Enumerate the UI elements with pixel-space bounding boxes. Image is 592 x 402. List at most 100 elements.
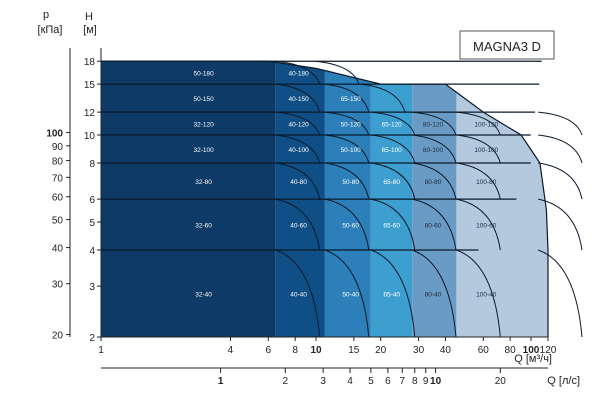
pump-curve-80-120	[456, 111, 501, 136]
pump-curve-80-60	[456, 198, 501, 251]
y-right-label-unit: [м]	[83, 24, 97, 36]
model-label-80-80: 80-80	[425, 179, 442, 186]
x2-tick-label-7: 7	[400, 376, 406, 387]
x2-tick-label-10: 10	[430, 376, 442, 387]
model-label-40-150: 40-150	[288, 96, 309, 103]
model-label-100-60: 100-60	[476, 223, 497, 230]
model-label-65-80: 65-80	[383, 179, 400, 186]
pump-curve-32-120	[275, 111, 321, 136]
pump-curve-50-100	[370, 134, 416, 164]
pump-curve-65-60	[411, 198, 457, 251]
pump-curve-65-80	[412, 162, 457, 200]
x-tick-label-1: 1	[98, 345, 104, 356]
pump-curve-65-150	[360, 83, 406, 113]
x-tick-label-80: 80	[505, 345, 517, 356]
y-kpa-tick-label-30: 30	[52, 280, 64, 291]
model-label-40-100: 40-100	[288, 147, 309, 154]
y-tick-label-10: 10	[84, 131, 96, 142]
x2-tick-label-3: 3	[320, 376, 326, 387]
model-label-100-40: 100-40	[476, 292, 497, 299]
pump-curve-40-60	[324, 198, 370, 251]
pump-curve-32-40	[275, 249, 321, 338]
pump-curve-50-120	[370, 111, 416, 136]
pump-curve-40-120	[324, 111, 370, 136]
y-kpa-tick-label-90: 90	[52, 142, 64, 153]
x2-tick-label-4: 4	[347, 376, 353, 387]
y-left-label-p: p	[43, 9, 49, 21]
model-label-65-150: 65-150	[341, 96, 362, 103]
x-tick-label-8: 8	[292, 345, 298, 356]
pump-model-labels: 32-40 40-40 50-40 65-40 80-40 100-40 32-60 40-6…	[193, 71, 498, 299]
pump-curve-40-40	[324, 249, 370, 338]
model-label-100-80: 100-80	[476, 179, 497, 186]
model-label-65-40: 65-40	[383, 292, 400, 299]
model-label-100-100: 100-100	[474, 147, 498, 154]
pump-curve-50-60	[370, 198, 416, 251]
y-tick-label-6: 6	[89, 195, 95, 206]
axes	[66, 48, 549, 373]
pump-curve-65-120	[412, 111, 457, 136]
pump-curve-40-180	[315, 60, 360, 85]
pump-curve-32-80	[275, 162, 321, 200]
x-tick-label-10: 10	[310, 345, 322, 356]
model-label-100-120: 100-120	[474, 122, 498, 129]
model-label-80-120: 80-120	[423, 122, 444, 129]
pump-curve-100-120	[538, 111, 583, 136]
envelope-outline	[100, 60, 549, 337]
y-tick-label-12: 12	[84, 108, 96, 119]
pump-curve-50-150	[275, 83, 321, 113]
pump-curve-80-80	[456, 162, 501, 200]
x-tick-label-30: 30	[413, 345, 425, 356]
model-label-40-40: 40-40	[290, 292, 307, 299]
y-tick-label-8: 8	[89, 159, 95, 170]
pump-curve-80-40	[456, 249, 501, 338]
model-label-50-40: 50-40	[342, 292, 359, 299]
y-tick-label-15: 15	[84, 80, 96, 91]
y-tick-label-3: 3	[89, 282, 95, 293]
x-main-label: Q [м³/ч]	[514, 353, 552, 365]
x-tick-label-100: 100	[523, 345, 540, 356]
model-label-50-100: 50-100	[341, 147, 362, 154]
pump-curve-40-100	[324, 134, 370, 164]
pump-curve-50-180	[275, 60, 321, 85]
x2-tick-label-8: 8	[412, 376, 418, 387]
model-label-32-80: 32-80	[195, 179, 212, 186]
pump-curve-50-80	[370, 162, 416, 200]
model-label-50-120: 50-120	[341, 122, 362, 129]
y-kpa-tick-label-100: 100	[46, 129, 63, 140]
model-label-80-60: 80-60	[425, 223, 442, 230]
pump-curve-80-100	[456, 134, 501, 164]
envelope-mask	[101, 48, 548, 337]
y-kpa-tick-label-20: 20	[52, 331, 64, 342]
x2-tick-label-9: 9	[423, 376, 429, 387]
chart-title: MAGNA3 D	[473, 39, 541, 54]
x2-tick-label-5: 5	[368, 376, 374, 387]
y-right-label-h: H	[85, 11, 93, 23]
model-label-50-150: 50-150	[193, 96, 214, 103]
x-secondary-label: Q [л/с]	[547, 375, 580, 387]
y-left-label-unit: [кПа]	[38, 24, 63, 36]
x-tick-label-6: 6	[266, 345, 272, 356]
y-kpa-tick-label-80: 80	[52, 157, 64, 168]
model-label-80-40: 80-40	[425, 292, 442, 299]
model-label-65-100: 65-100	[382, 147, 403, 154]
y-tick-label-4: 4	[89, 246, 95, 257]
model-label-40-180: 40-180	[288, 71, 309, 78]
x-tick-label-60: 60	[478, 345, 490, 356]
model-label-32-60: 32-60	[195, 223, 212, 230]
x-tick-label-4: 4	[228, 345, 234, 356]
envelope-mask-right	[546, 48, 568, 337]
x2-tick-label-20: 20	[495, 376, 507, 387]
model-label-32-100: 32-100	[193, 147, 214, 154]
y-kpa-tick-label-50: 50	[52, 216, 64, 227]
x2-tick-label-6: 6	[385, 376, 391, 387]
x-tick-label-20: 20	[375, 345, 387, 356]
pump-curve-40-80	[324, 162, 370, 200]
x-tick-label-120: 120	[540, 345, 557, 356]
x-tick-label-40: 40	[440, 345, 452, 356]
pump-curve-100-100	[538, 134, 583, 164]
pump-curve-40-150	[324, 83, 370, 113]
